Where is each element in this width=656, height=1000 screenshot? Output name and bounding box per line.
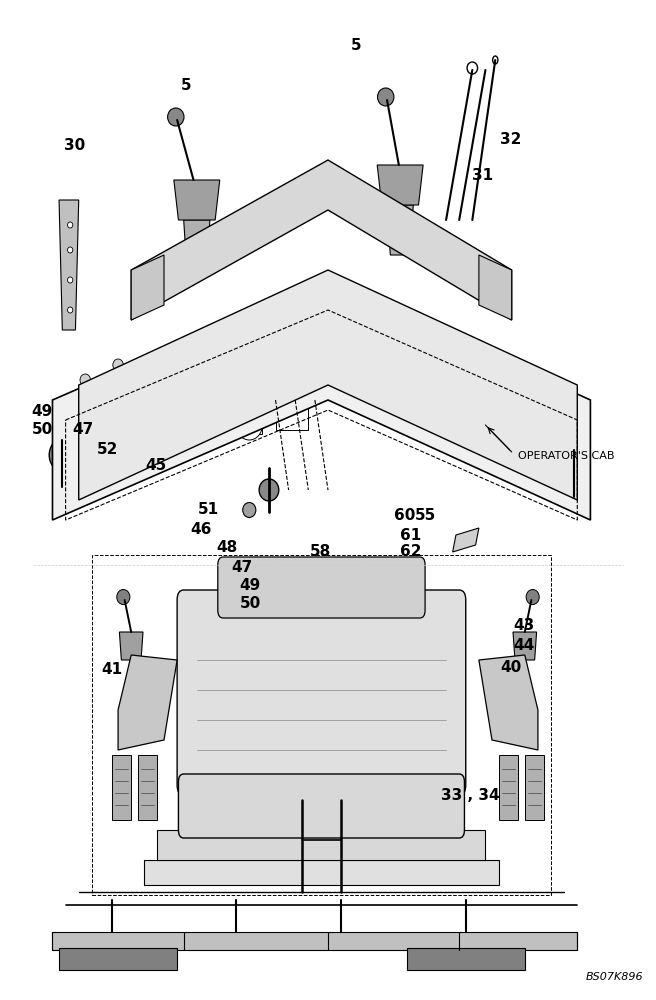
Text: 52: 52 [97, 442, 119, 458]
Text: 32: 32 [500, 132, 522, 147]
Polygon shape [118, 655, 177, 750]
Polygon shape [513, 632, 537, 660]
Ellipse shape [55, 447, 70, 463]
Ellipse shape [388, 334, 399, 346]
Ellipse shape [113, 359, 123, 371]
Bar [157, 830, 485, 860]
Polygon shape [52, 280, 590, 520]
Ellipse shape [323, 304, 333, 316]
Ellipse shape [259, 479, 279, 501]
Text: 58: 58 [310, 544, 331, 560]
Ellipse shape [493, 56, 498, 64]
Bar [52, 932, 577, 950]
Ellipse shape [168, 108, 184, 126]
Text: 31: 31 [472, 167, 493, 182]
Text: BS07K896: BS07K896 [585, 972, 643, 982]
Text: 62: 62 [400, 544, 422, 560]
Ellipse shape [236, 410, 262, 440]
Polygon shape [119, 632, 143, 660]
FancyBboxPatch shape [178, 774, 464, 838]
Bar [276, 395, 308, 430]
Text: 49: 49 [239, 578, 260, 592]
Text: 43: 43 [513, 617, 534, 633]
Text: 30: 30 [64, 137, 85, 152]
Polygon shape [453, 528, 479, 552]
Text: 60: 60 [394, 508, 415, 522]
Text: 47: 47 [231, 560, 252, 576]
Bar [92, 555, 551, 895]
Text: 55: 55 [415, 508, 436, 522]
Polygon shape [79, 270, 577, 500]
Ellipse shape [561, 449, 587, 481]
Bar [138, 755, 157, 820]
Bar [525, 755, 544, 820]
Polygon shape [131, 160, 512, 320]
FancyBboxPatch shape [218, 557, 425, 618]
Ellipse shape [257, 334, 268, 346]
Ellipse shape [487, 364, 497, 376]
Ellipse shape [49, 439, 75, 471]
Text: 33 , 34: 33 , 34 [441, 788, 499, 804]
Text: 45: 45 [146, 458, 167, 474]
Bar [223, 394, 262, 434]
Text: 61: 61 [400, 528, 421, 542]
Polygon shape [184, 220, 210, 270]
Ellipse shape [567, 457, 581, 473]
Text: OPERATOR'S CAB: OPERATOR'S CAB [518, 451, 615, 461]
Bar [59, 948, 177, 970]
Bar [112, 755, 131, 820]
Text: 40: 40 [500, 660, 521, 674]
Ellipse shape [117, 589, 130, 604]
Polygon shape [387, 205, 413, 255]
Bar [407, 948, 525, 970]
Ellipse shape [243, 502, 256, 518]
Polygon shape [174, 180, 220, 220]
Text: 51: 51 [198, 502, 219, 518]
Polygon shape [131, 255, 164, 320]
Text: 47: 47 [72, 422, 93, 438]
Ellipse shape [68, 307, 73, 313]
Polygon shape [59, 200, 79, 330]
Bar [144, 860, 499, 885]
Polygon shape [377, 165, 423, 205]
FancyBboxPatch shape [177, 590, 466, 795]
Ellipse shape [533, 374, 543, 386]
Text: 5: 5 [351, 37, 361, 52]
Text: 50: 50 [239, 595, 260, 610]
Polygon shape [479, 255, 512, 320]
Ellipse shape [526, 589, 539, 604]
Ellipse shape [68, 277, 73, 283]
Ellipse shape [467, 62, 478, 74]
Polygon shape [479, 655, 538, 750]
Ellipse shape [68, 222, 73, 228]
Ellipse shape [378, 88, 394, 106]
Ellipse shape [80, 374, 91, 386]
Text: 5: 5 [180, 78, 191, 93]
Text: 50: 50 [31, 422, 52, 438]
Text: 49: 49 [31, 404, 52, 420]
Bar [499, 755, 518, 820]
Text: 48: 48 [216, 540, 237, 556]
Text: 46: 46 [190, 522, 212, 538]
Text: 44: 44 [513, 639, 534, 654]
Bar [59, 948, 177, 970]
Text: 41: 41 [102, 662, 123, 678]
Ellipse shape [68, 247, 73, 253]
